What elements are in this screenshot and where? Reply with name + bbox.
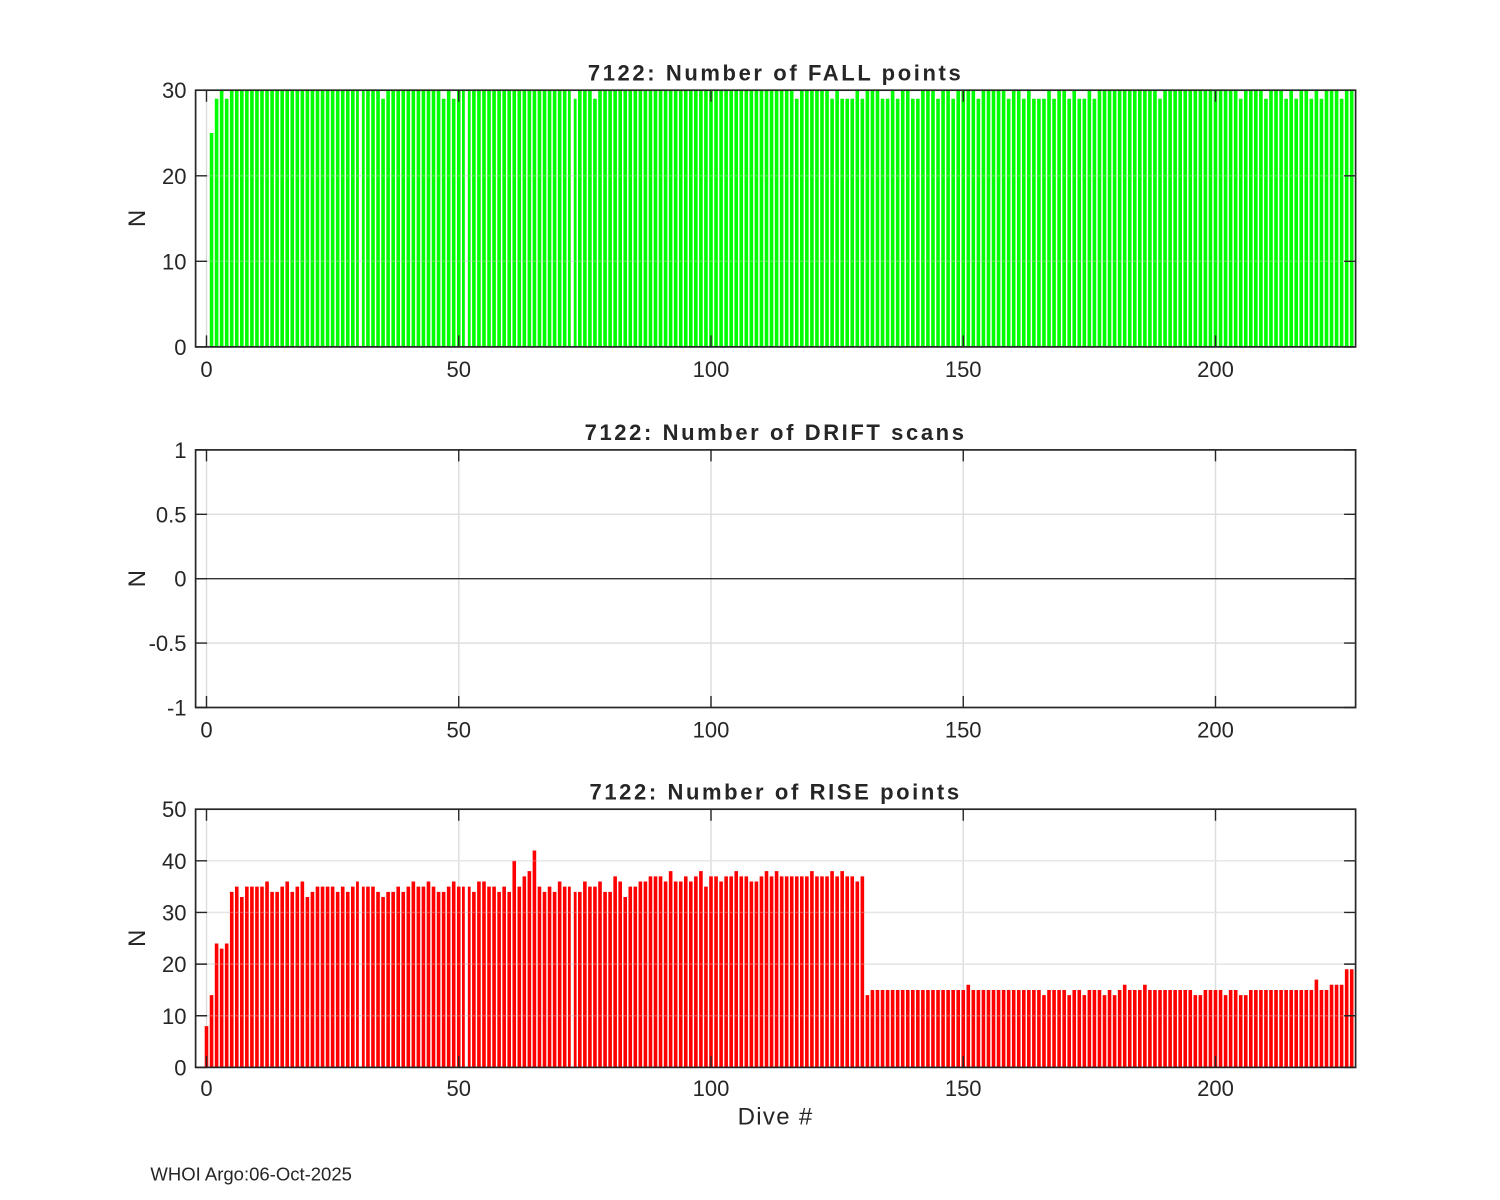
svg-text:N: N [124,930,151,947]
svg-text:0: 0 [200,1076,212,1101]
svg-text:100: 100 [693,717,730,742]
svg-text:20: 20 [162,952,186,977]
svg-text:0: 0 [174,1055,186,1080]
svg-text:0: 0 [174,335,186,360]
svg-text:7122: Number of RISE points: 7122: Number of RISE points [590,779,962,804]
svg-text:7122: Number of DRIFT scans: 7122: Number of DRIFT scans [585,420,967,445]
svg-text:200: 200 [1197,717,1234,742]
svg-text:0: 0 [200,357,212,382]
svg-text:50: 50 [447,357,471,382]
svg-text:50: 50 [162,797,186,822]
svg-text:0: 0 [200,717,212,742]
svg-text:N: N [124,570,151,587]
svg-text:10: 10 [162,249,186,274]
svg-text:10: 10 [162,1004,186,1029]
svg-text:20: 20 [162,164,186,189]
svg-text:150: 150 [945,717,982,742]
svg-text:WHOI Argo:06-Oct-2025: WHOI Argo:06-Oct-2025 [150,1164,352,1185]
svg-text:0: 0 [174,567,186,592]
svg-text:30: 30 [162,78,186,103]
svg-text:N: N [124,210,151,227]
svg-text:100: 100 [693,357,730,382]
svg-text:50: 50 [447,717,471,742]
svg-text:Dive #: Dive # [738,1103,814,1130]
svg-text:100: 100 [693,1076,730,1101]
svg-text:0.5: 0.5 [156,502,187,527]
svg-text:1: 1 [174,438,186,463]
svg-text:150: 150 [945,1076,982,1101]
svg-text:-0.5: -0.5 [149,631,187,656]
svg-text:40: 40 [162,849,186,874]
svg-text:50: 50 [447,1076,471,1101]
svg-text:200: 200 [1197,1076,1234,1101]
svg-text:-1: -1 [167,696,187,721]
svg-text:7122: Number of FALL points: 7122: Number of FALL points [588,60,963,85]
svg-text:200: 200 [1197,357,1234,382]
svg-text:150: 150 [945,357,982,382]
svg-text:30: 30 [162,901,186,926]
